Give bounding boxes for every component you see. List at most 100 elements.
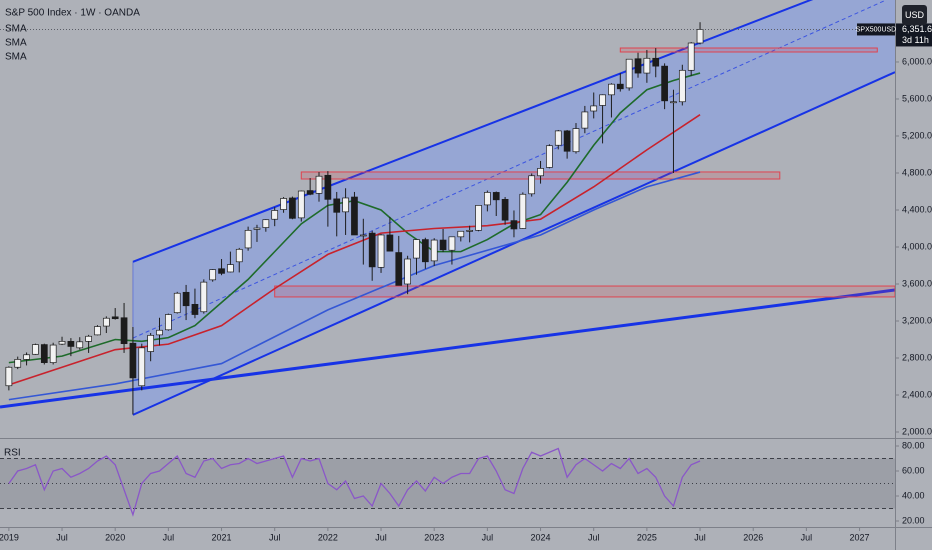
currency[interactable]: USD (905, 10, 925, 20)
candle-body (439, 239, 447, 251)
candle-body (492, 192, 500, 201)
y-tick-label: 3,600.0 (902, 278, 932, 288)
candle-body (404, 258, 411, 285)
candle-body (85, 335, 92, 342)
x-tick-label: 2024 (531, 532, 551, 542)
candle-body (616, 83, 624, 90)
x-tick-label: Jul (482, 532, 494, 542)
candle-body (138, 347, 146, 387)
candle-body (49, 344, 57, 363)
rsi-y-tick-label: 40.00 (902, 490, 925, 500)
candle-body (501, 199, 509, 221)
candle-body (253, 227, 261, 230)
last-price-box (896, 23, 932, 47)
candle-body (182, 291, 190, 307)
last-price-label: 6,351.6 (902, 24, 932, 34)
candle-body (5, 366, 13, 387)
currency-box[interactable] (902, 5, 927, 25)
countdown: 3d 11h (902, 35, 929, 45)
candle-body (120, 317, 128, 345)
candle-body (554, 130, 562, 146)
candle-body (572, 128, 580, 153)
y-tick-label: 2,800.0 (902, 352, 932, 362)
y-tick-label: 2,400.0 (902, 389, 932, 399)
candle-body (324, 174, 332, 200)
x-tick-label: Jul (375, 532, 387, 542)
candle-body (244, 229, 252, 249)
x-tick-label: Jul (588, 532, 600, 542)
legend-entry: SMA (5, 52, 27, 63)
x-tick-label: 2022 (318, 532, 338, 542)
candle-body (625, 58, 633, 89)
rsi-line (8, 447, 701, 517)
symbol-label: SPX500USD (856, 26, 896, 33)
candle-body (457, 230, 465, 238)
candle-body (200, 281, 208, 313)
candle-body (218, 268, 225, 274)
x-tick-label: 2021 (212, 532, 232, 542)
candle-body (590, 105, 598, 112)
legend-entry: SMA (5, 24, 27, 35)
candle-body (111, 316, 119, 320)
candle-body (76, 341, 84, 349)
channel-lower (132, 71, 895, 416)
candle-body (235, 248, 243, 263)
candle-body (40, 344, 48, 363)
candle-body (14, 359, 22, 368)
candle-body (173, 292, 181, 314)
candle-body (351, 196, 358, 236)
y-tick-label: 5,200.0 (902, 130, 932, 140)
candle-body (297, 190, 305, 219)
candle-body (652, 57, 660, 67)
x-tick-label: 2025 (637, 532, 657, 542)
x-tick-label: 2020 (105, 532, 125, 542)
x-tick-label: Jul (694, 532, 706, 542)
y-tick-label: 4,400.0 (902, 204, 932, 214)
symbol-box (857, 23, 895, 36)
candle-body (687, 42, 695, 71)
candle-body (32, 344, 39, 355)
candle-body (262, 219, 270, 228)
candle-body (315, 175, 323, 194)
candle-body (333, 198, 341, 213)
candle-body (599, 94, 606, 106)
x-tick-label: Jul (163, 532, 175, 542)
x-tick-label: 2027 (850, 532, 870, 542)
candle-body (386, 234, 394, 252)
candle-body (661, 65, 668, 102)
x-tick-label: Jul (269, 532, 281, 542)
candle-body (280, 198, 287, 210)
candle-body (546, 145, 553, 168)
candle-body (537, 168, 544, 177)
rsi-y-tick-label: 80.00 (902, 440, 925, 450)
candle-body (466, 229, 474, 232)
candle-body (289, 197, 296, 219)
y-tick-label: 5,600.0 (902, 93, 932, 103)
candle-body (581, 111, 589, 129)
x-tick-label: Jul (56, 532, 68, 542)
candle-body (448, 236, 456, 251)
candle-body (519, 193, 527, 229)
legend-entry: SMA (5, 38, 27, 49)
candle-body (156, 329, 163, 336)
candle-body (147, 334, 154, 352)
x-tick-label: 2023 (424, 532, 444, 542)
candle-body (342, 197, 349, 213)
candle-body (670, 101, 677, 104)
candle-body (368, 232, 376, 268)
candle-body (413, 239, 420, 259)
candle-body (377, 234, 385, 268)
sma-line (8, 72, 701, 364)
candle-body (359, 234, 367, 237)
candle-body (191, 303, 199, 315)
y-tick-label: 3,200.0 (902, 315, 932, 325)
zone (274, 285, 895, 298)
channel-fill (132, 0, 895, 415)
candle-body (678, 69, 686, 103)
candle-body (563, 130, 571, 152)
x-tick-label: 2019 (0, 532, 19, 542)
y-tick-label: 4,800.0 (902, 167, 932, 177)
x-tick-label: 2026 (743, 532, 763, 542)
candle-body (94, 326, 101, 336)
